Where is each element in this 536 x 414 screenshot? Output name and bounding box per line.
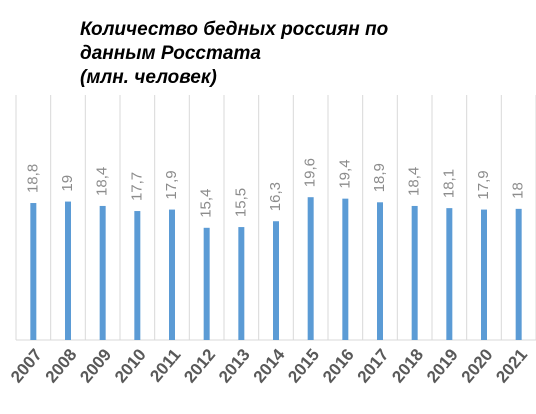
x-tick-label: 2018	[388, 345, 427, 386]
value-label: 16,3	[267, 182, 284, 211]
value-label: 18,1	[440, 169, 457, 198]
value-label: 15,4	[198, 189, 215, 218]
bar	[238, 227, 245, 340]
x-tick-label: 2009	[76, 345, 115, 386]
x-tick-label: 2016	[319, 345, 358, 386]
x-tick-label: 2010	[111, 345, 150, 386]
value-label: 19,4	[336, 159, 353, 188]
bar	[169, 209, 175, 340]
value-label: 18,9	[371, 163, 388, 192]
value-label: 17,7	[128, 172, 145, 201]
x-tick-label: 2017	[354, 345, 393, 386]
chart-title-block: Количество бедных россиян по данным Росс…	[80, 18, 460, 90]
x-tick-label: 2013	[215, 345, 254, 386]
value-label: 18,4	[94, 167, 111, 196]
value-label: 17,9	[475, 170, 492, 199]
chart-title: Количество бедных россиян по данным Росс…	[80, 19, 389, 64]
x-tick-label: 2020	[458, 345, 497, 386]
bar	[377, 202, 383, 340]
bar	[65, 201, 71, 340]
value-label: 17,9	[163, 170, 180, 199]
x-tick-label: 2014	[250, 345, 289, 387]
bar	[307, 197, 314, 340]
bar	[411, 205, 418, 340]
value-label: 15,5	[232, 188, 249, 217]
bar	[203, 227, 210, 340]
value-label: 18,8	[24, 164, 41, 193]
bar	[481, 209, 487, 340]
x-tick-label: 2008	[42, 345, 81, 386]
bar	[446, 208, 453, 340]
bar	[515, 208, 522, 340]
value-label: 18	[510, 182, 527, 199]
value-label: 19,6	[302, 158, 319, 187]
value-label: 19	[59, 175, 76, 192]
bar	[30, 203, 37, 340]
x-tick-label: 2012	[180, 345, 219, 386]
x-tick-label: 2015	[284, 345, 323, 386]
value-label: 18,4	[406, 167, 423, 196]
bar	[134, 211, 141, 340]
bar	[342, 198, 349, 340]
bar	[99, 205, 106, 340]
x-tick-label: 2021	[492, 345, 531, 386]
x-tick-label: 2007	[7, 345, 46, 386]
bar	[273, 221, 279, 340]
x-tick-label: 2019	[423, 345, 462, 386]
x-tick-label: 2011	[146, 345, 184, 385]
chart-subtitle: (млн. человек)	[80, 67, 217, 88]
